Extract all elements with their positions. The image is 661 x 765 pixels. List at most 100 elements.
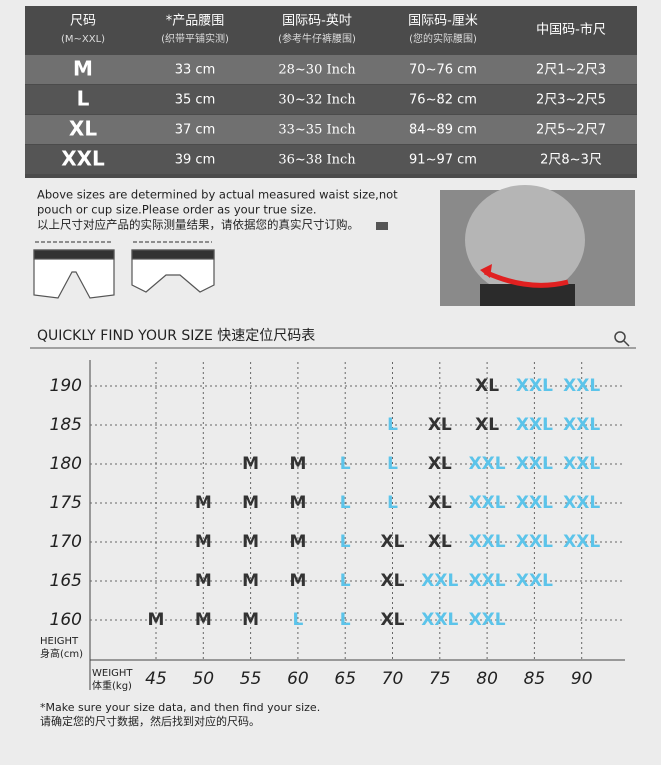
size-marker: XL bbox=[428, 532, 452, 552]
size-marker: XL bbox=[381, 571, 405, 591]
footer-line: 请确定您的尺寸数据，然后找到对应的尺码。 bbox=[40, 714, 260, 728]
size-cell: XL bbox=[69, 117, 97, 141]
weight-label: 45 bbox=[145, 669, 167, 689]
weight-label: 60 bbox=[287, 669, 309, 689]
size-marker: XXL bbox=[469, 610, 506, 630]
size-marker: L bbox=[387, 454, 398, 474]
size-marker: M bbox=[289, 454, 306, 474]
weight-label: 80 bbox=[476, 669, 498, 689]
size-marker: XXL bbox=[516, 415, 553, 435]
table-cell: 2尺1~2尺3 bbox=[536, 63, 606, 78]
header-title: 尺码 bbox=[70, 14, 96, 29]
size-marker: XXL bbox=[563, 415, 600, 435]
search-icon bbox=[614, 331, 630, 347]
table-row-bg bbox=[25, 55, 637, 84]
size-marker: XXL bbox=[516, 493, 553, 513]
size-marker: M bbox=[242, 493, 259, 513]
size-cell: M bbox=[73, 57, 93, 81]
size-marker: L bbox=[340, 532, 351, 552]
size-marker: XXL bbox=[469, 532, 506, 552]
size-marker: M bbox=[242, 571, 259, 591]
header-subtitle: (参考牛仔裤腰围) bbox=[278, 32, 356, 45]
note-line: 以上尺寸对应产品的实际测量结果，请依据您的真实尺寸订购。 bbox=[37, 218, 359, 232]
table-cell: 84~89 cm bbox=[409, 123, 477, 138]
size-marker: XL bbox=[381, 610, 405, 630]
table-row-bg bbox=[25, 115, 637, 144]
weight-label: 75 bbox=[429, 669, 451, 689]
size-marker: XXL bbox=[421, 610, 458, 630]
header-title: *产品腰围 bbox=[166, 14, 225, 29]
size-marker: XXL bbox=[563, 376, 600, 396]
table-cell: 30~32 Inch bbox=[278, 93, 356, 108]
note-line: Above sizes are determined by actual mea… bbox=[37, 188, 398, 202]
size-marker: L bbox=[340, 493, 351, 513]
table-cell: 37 cm bbox=[175, 123, 216, 138]
weight-label: 90 bbox=[571, 669, 593, 689]
size-icon bbox=[376, 222, 388, 230]
height-axis-label-cn: 身高(cm) bbox=[40, 647, 83, 660]
size-marker: XXL bbox=[421, 571, 458, 591]
size-marker: XXL bbox=[516, 376, 553, 396]
size-marker: XXL bbox=[516, 454, 553, 474]
size-cell: XXL bbox=[61, 147, 105, 171]
header-title: 国际码-厘米 bbox=[408, 14, 478, 29]
table-row-bg bbox=[25, 145, 637, 174]
header-subtitle: (M~XXL) bbox=[61, 34, 105, 45]
table-row-bg bbox=[25, 85, 637, 114]
size-cell: L bbox=[77, 87, 90, 111]
size-marker: XXL bbox=[469, 454, 506, 474]
table-cell: 2尺3~2尺5 bbox=[536, 93, 606, 108]
height-label: 190 bbox=[50, 376, 82, 396]
weight-axis-label: WEIGHT bbox=[92, 668, 133, 679]
size-marker: XXL bbox=[563, 532, 600, 552]
height-label: 165 bbox=[50, 571, 82, 591]
size-marker: L bbox=[387, 415, 398, 435]
model-photo bbox=[440, 185, 635, 306]
size-marker: XXL bbox=[469, 571, 506, 591]
size-marker: L bbox=[387, 493, 398, 513]
size-marker: L bbox=[292, 610, 303, 630]
table-cell: 39 cm bbox=[175, 153, 216, 168]
size-marker: L bbox=[340, 454, 351, 474]
note-line: pouch or cup size.Please order as your t… bbox=[37, 203, 317, 217]
header-subtitle: (织带平铺实测) bbox=[161, 32, 229, 45]
size-marker: M bbox=[242, 610, 259, 630]
size-marker: XXL bbox=[563, 493, 600, 513]
finder-title: QUICKLY FIND YOUR SIZE 快速定位尺码表 bbox=[37, 328, 315, 344]
table-cell: 91~97 cm bbox=[409, 153, 477, 168]
size-marker: M bbox=[289, 532, 306, 552]
size-marker: M bbox=[148, 610, 165, 630]
weight-label: 50 bbox=[192, 669, 214, 689]
table-cell: 2尺5~2尺7 bbox=[536, 123, 606, 138]
size-marker: XL bbox=[428, 454, 452, 474]
size-marker: XXL bbox=[516, 571, 553, 591]
table-cell: 2尺8~3尺 bbox=[540, 153, 602, 168]
size-marker: XL bbox=[475, 376, 499, 396]
table-cell: 36~38 Inch bbox=[278, 153, 356, 168]
table-cell: 76~82 cm bbox=[409, 93, 477, 108]
table-cell: 33 cm bbox=[175, 63, 216, 78]
height-label: 160 bbox=[50, 610, 82, 630]
size-marker: M bbox=[195, 610, 212, 630]
table-cell: 28~30 Inch bbox=[278, 63, 356, 78]
table-cell: 33~35 Inch bbox=[278, 123, 356, 138]
size-marker: XL bbox=[428, 415, 452, 435]
footer-line: *Make sure your size data, and then find… bbox=[40, 701, 320, 714]
size-marker: L bbox=[340, 610, 351, 630]
size-marker: XXL bbox=[469, 493, 506, 513]
size-marker: L bbox=[340, 571, 351, 591]
size-marker: XL bbox=[381, 532, 405, 552]
height-label: 185 bbox=[50, 415, 82, 435]
weight-label: 85 bbox=[524, 669, 546, 689]
height-axis-label: HEIGHT bbox=[40, 636, 79, 647]
table-cell: 70~76 cm bbox=[409, 63, 477, 78]
size-marker: XL bbox=[428, 493, 452, 513]
size-marker: M bbox=[242, 454, 259, 474]
size-marker: M bbox=[289, 571, 306, 591]
header-subtitle: (您的实际腰围) bbox=[409, 32, 477, 45]
header-title: 国际码-英吋 bbox=[282, 14, 352, 29]
weight-axis-label-cn: 体重(kg) bbox=[92, 679, 132, 692]
height-label: 170 bbox=[50, 532, 82, 552]
size-marker: XXL bbox=[516, 532, 553, 552]
